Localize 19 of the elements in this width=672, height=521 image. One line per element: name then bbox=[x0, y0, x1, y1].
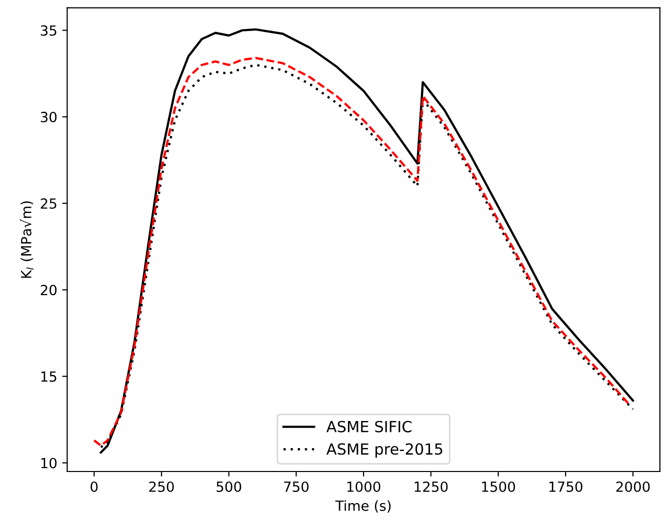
x-tick-label: 1750 bbox=[549, 481, 582, 492]
x-tick-label: 1250 bbox=[414, 481, 448, 492]
y-tick-label: 20 bbox=[40, 284, 57, 296]
y-axis-title: K$_{I}$ (MPa√m) bbox=[20, 201, 34, 278]
x-tick-label: 750 bbox=[284, 481, 309, 492]
y-tick-label: 25 bbox=[40, 198, 56, 209]
x-tick-label: 0 bbox=[90, 481, 98, 492]
y-tick-label: 30 bbox=[40, 112, 57, 122]
y-tick-label: 35 bbox=[40, 25, 56, 36]
legend-label: ASME SIFIC bbox=[326, 420, 412, 432]
x-tick-label: 2000 bbox=[616, 481, 650, 492]
legend-label: ASME pre-2015 bbox=[326, 443, 442, 458]
x-tick-label: 500 bbox=[216, 481, 242, 492]
y-tick-label: 10 bbox=[41, 458, 57, 468]
x-axis-title: Time (s) bbox=[335, 500, 391, 513]
y-tick-label: 15 bbox=[41, 371, 56, 382]
x-tick-label: 1500 bbox=[482, 481, 516, 492]
x-tick-label: 1000 bbox=[347, 481, 380, 492]
x-tick-label: 250 bbox=[149, 481, 174, 492]
